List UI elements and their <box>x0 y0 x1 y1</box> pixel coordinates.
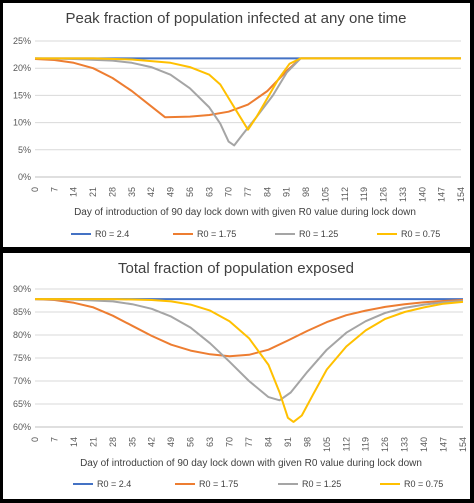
x-tick-label: 70 <box>225 437 235 447</box>
x-tick-label: 70 <box>224 187 234 197</box>
x-tick-label: 35 <box>127 437 137 447</box>
x-tick-label: 84 <box>263 437 273 447</box>
chart-title: Total fraction of population exposed <box>118 260 354 277</box>
x-tick-label: 49 <box>166 437 176 447</box>
y-tick-label: 60% <box>13 422 31 432</box>
x-tick-label: 49 <box>166 187 176 197</box>
x-tick-label: 98 <box>301 187 311 197</box>
legend-label: R0 = 1.25 <box>302 479 341 489</box>
chart-peak-infected: Peak fraction of population infected at … <box>13 10 466 239</box>
x-tick-label: 42 <box>146 187 156 197</box>
x-tick-label: 7 <box>49 437 59 442</box>
legend-label: R0 = 1.25 <box>299 229 338 239</box>
x-tick-label: 147 <box>437 187 447 202</box>
series-line-2 <box>34 298 464 358</box>
x-tick-label: 21 <box>88 437 98 447</box>
x-tick-label: 63 <box>204 187 214 197</box>
x-tick-label: 154 <box>458 437 468 452</box>
x-tick-label: 126 <box>379 187 389 202</box>
y-tick-label: 85% <box>13 307 31 317</box>
y-tick-label: 70% <box>13 376 31 386</box>
chart-title: Peak fraction of population infected at … <box>65 10 406 27</box>
x-tick-label: 112 <box>341 437 351 451</box>
x-axis-label: Day of introduction of 90 day lock down … <box>80 458 422 469</box>
y-tick-label: 90% <box>13 284 31 294</box>
y-tick-label: 65% <box>13 399 31 409</box>
legend-label: R0 = 2.4 <box>95 229 129 239</box>
legend-label: R0 = 0.75 <box>401 229 440 239</box>
x-tick-label: 28 <box>108 437 118 447</box>
x-tick-label: 140 <box>419 437 429 452</box>
x-tick-label: 0 <box>30 187 40 192</box>
x-tick-label: 56 <box>186 437 196 447</box>
y-tick-label: 10% <box>13 118 31 128</box>
x-tick-label: 119 <box>361 437 371 451</box>
x-tick-label: 14 <box>69 187 79 197</box>
x-tick-label: 77 <box>243 187 253 197</box>
x-tick-label: 0 <box>30 437 40 442</box>
y-tick-label: 80% <box>13 330 31 340</box>
x-tick-label: 154 <box>456 187 466 202</box>
x-tick-label: 105 <box>320 187 330 202</box>
y-tick-label: 25% <box>13 36 31 46</box>
series-line-4 <box>35 298 464 423</box>
series-line-3 <box>34 57 461 147</box>
x-tick-label: 35 <box>127 187 137 197</box>
legend-label: R0 = 1.75 <box>199 479 238 489</box>
chart-panel-peak-infected: Peak fraction of population infected at … <box>3 3 470 247</box>
y-tick-label: 15% <box>13 90 31 100</box>
x-tick-label: 28 <box>107 187 117 197</box>
x-tick-label: 91 <box>283 437 293 447</box>
y-tick-label: 5% <box>18 145 31 155</box>
x-tick-label: 63 <box>205 437 215 447</box>
x-tick-label: 21 <box>88 187 98 197</box>
x-tick-label: 91 <box>282 187 292 197</box>
legend-label: R0 = 0.75 <box>404 479 443 489</box>
x-tick-label: 56 <box>185 187 195 197</box>
x-axis-label: Day of introduction of 90 day lock down … <box>74 207 416 218</box>
y-tick-label: 75% <box>13 353 31 363</box>
x-tick-label: 140 <box>417 187 427 202</box>
x-tick-label: 119 <box>359 187 369 201</box>
legend-label: R0 = 1.75 <box>197 229 236 239</box>
x-tick-label: 77 <box>244 437 254 447</box>
legend-label: R0 = 2.4 <box>97 479 131 489</box>
x-tick-label: 98 <box>302 437 312 447</box>
x-tick-label: 133 <box>400 437 410 452</box>
x-tick-label: 84 <box>262 187 272 197</box>
x-tick-label: 7 <box>49 187 59 192</box>
x-tick-label: 126 <box>380 437 390 452</box>
series-line-4 <box>35 57 461 131</box>
chart-panel-total-exposed: Total fraction of population exposed 60%… <box>3 253 470 499</box>
y-tick-label: 20% <box>13 63 31 73</box>
x-tick-label: 105 <box>322 437 332 452</box>
series-line-3 <box>34 298 464 402</box>
x-tick-label: 42 <box>147 437 157 447</box>
series-line-2 <box>34 57 461 119</box>
chart-total-exposed: Total fraction of population exposed 60%… <box>13 260 468 489</box>
x-tick-label: 147 <box>439 437 449 452</box>
x-tick-label: 133 <box>398 187 408 202</box>
y-tick-label: 0% <box>18 172 31 182</box>
x-tick-label: 14 <box>69 437 79 447</box>
x-tick-label: 112 <box>340 187 350 201</box>
